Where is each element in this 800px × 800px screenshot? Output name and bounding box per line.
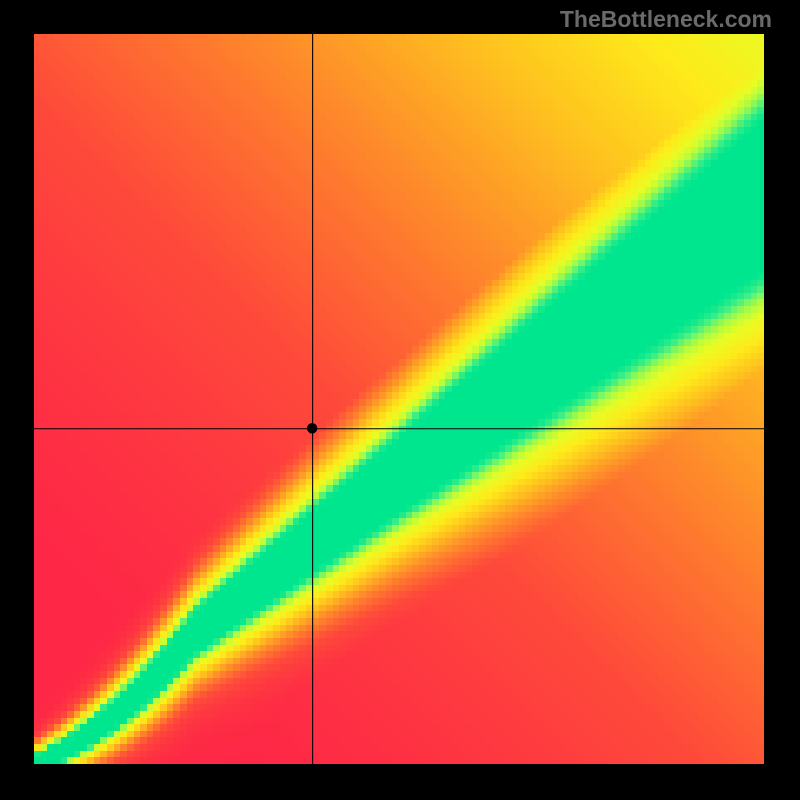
watermark-text: TheBottleneck.com — [560, 6, 772, 33]
bottleneck-heatmap — [34, 34, 764, 764]
chart-container: TheBottleneck.com — [0, 0, 800, 800]
